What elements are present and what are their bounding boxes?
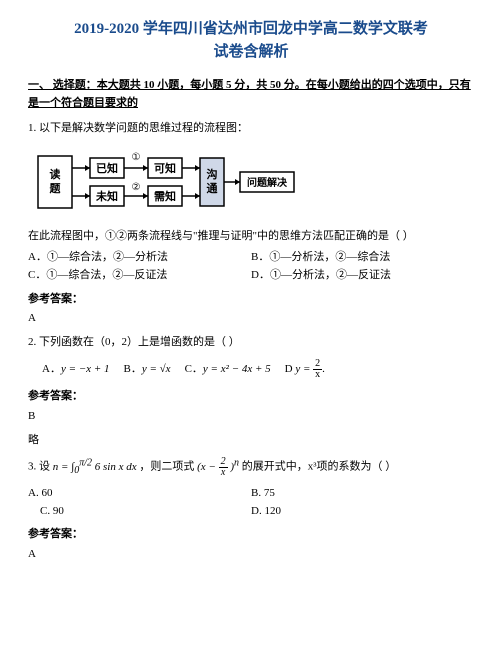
q1-opt-c: C．①—综合法，②—反证法 (28, 267, 251, 285)
q2-opt-d: D y = 2x. (285, 359, 325, 380)
node-known: 已知 (96, 161, 118, 175)
question-3: 3. 设 n = ∫0π/2 6 sin x dx ，则二项式 (x − 2x … (28, 455, 474, 563)
q2-opt-a: A．y = −x + 1 (42, 361, 110, 379)
q1-flowchart: 读 题 已知 ① 可知 未知 ② 需 (36, 146, 474, 218)
q1-opt-b: B．①—分析法，②—综合法 (251, 249, 474, 267)
q2-options: A．y = −x + 1 B．y = √x C．y = x² − 4x + 5 … (42, 359, 474, 380)
question-2: 2. 下列函数在（0，2）上是增函数的是（ ） A．y = −x + 1 B．y… (28, 334, 474, 449)
q2-opt-c: C．y = x² − 4x + 5 (185, 361, 271, 379)
svg-text:①: ① (132, 152, 141, 163)
section-heading: 一、 选择题：本大题共 10 小题，每小题 5 分，共 50 分。在每小题给出的… (28, 77, 474, 112)
question-1: 1. 以下是解决数学问题的思维过程的流程图： 读 题 已知 ① 可知 (28, 120, 474, 328)
svg-text:通: 通 (207, 182, 218, 195)
q1-answer-label: 参考答案： (28, 291, 474, 309)
q3-answer-label: 参考答案： (28, 526, 474, 544)
svg-text:可知: 可知 (154, 161, 176, 175)
q2-answer: B (28, 408, 474, 426)
q3-opt-d: D. 120 (251, 503, 474, 521)
svg-text:问题解决: 问题解决 (247, 176, 288, 189)
svg-text:需知: 需知 (154, 189, 176, 203)
q2-stem: 2. 下列函数在（0，2）上是增函数的是（ ） (28, 334, 474, 352)
q1-note: 在此流程图中，①②两条流程线与"推理与证明"中的思维方法匹配正确的是（ ） (28, 228, 474, 246)
q2-brief: 略 (28, 432, 474, 450)
q2-opt-b: B．y = √x (124, 361, 171, 379)
page-title-line2: 试卷含解析 (213, 44, 288, 60)
q3-opt-c: C. 90 (28, 503, 251, 521)
q1-opt-d: D．①—分析法，②—反证法 (251, 267, 474, 285)
q2-answer-label: 参考答案： (28, 388, 474, 406)
q1-opt-a: A．①—综合法，②—分析法 (28, 249, 251, 267)
q3-opt-a: A. 60 (28, 485, 251, 503)
svg-text:②: ② (132, 182, 141, 193)
svg-text:沟: 沟 (207, 167, 218, 181)
page-title-line1: 2019-2020 学年四川省达州市回龙中学高二数学文联考 (74, 21, 428, 37)
q1-answer: A (28, 310, 474, 328)
svg-text:未知: 未知 (95, 189, 118, 203)
q1-stem: 1. 以下是解决数学问题的思维过程的流程图： (28, 120, 474, 138)
q3-answer: A (28, 546, 474, 564)
q3-stem: 3. 设 n = ∫0π/2 6 sin x dx ，则二项式 (x − 2x … (28, 455, 474, 479)
svg-text:读: 读 (50, 167, 61, 181)
svg-text:题: 题 (50, 182, 62, 195)
q3-opt-b: B. 75 (251, 485, 474, 503)
